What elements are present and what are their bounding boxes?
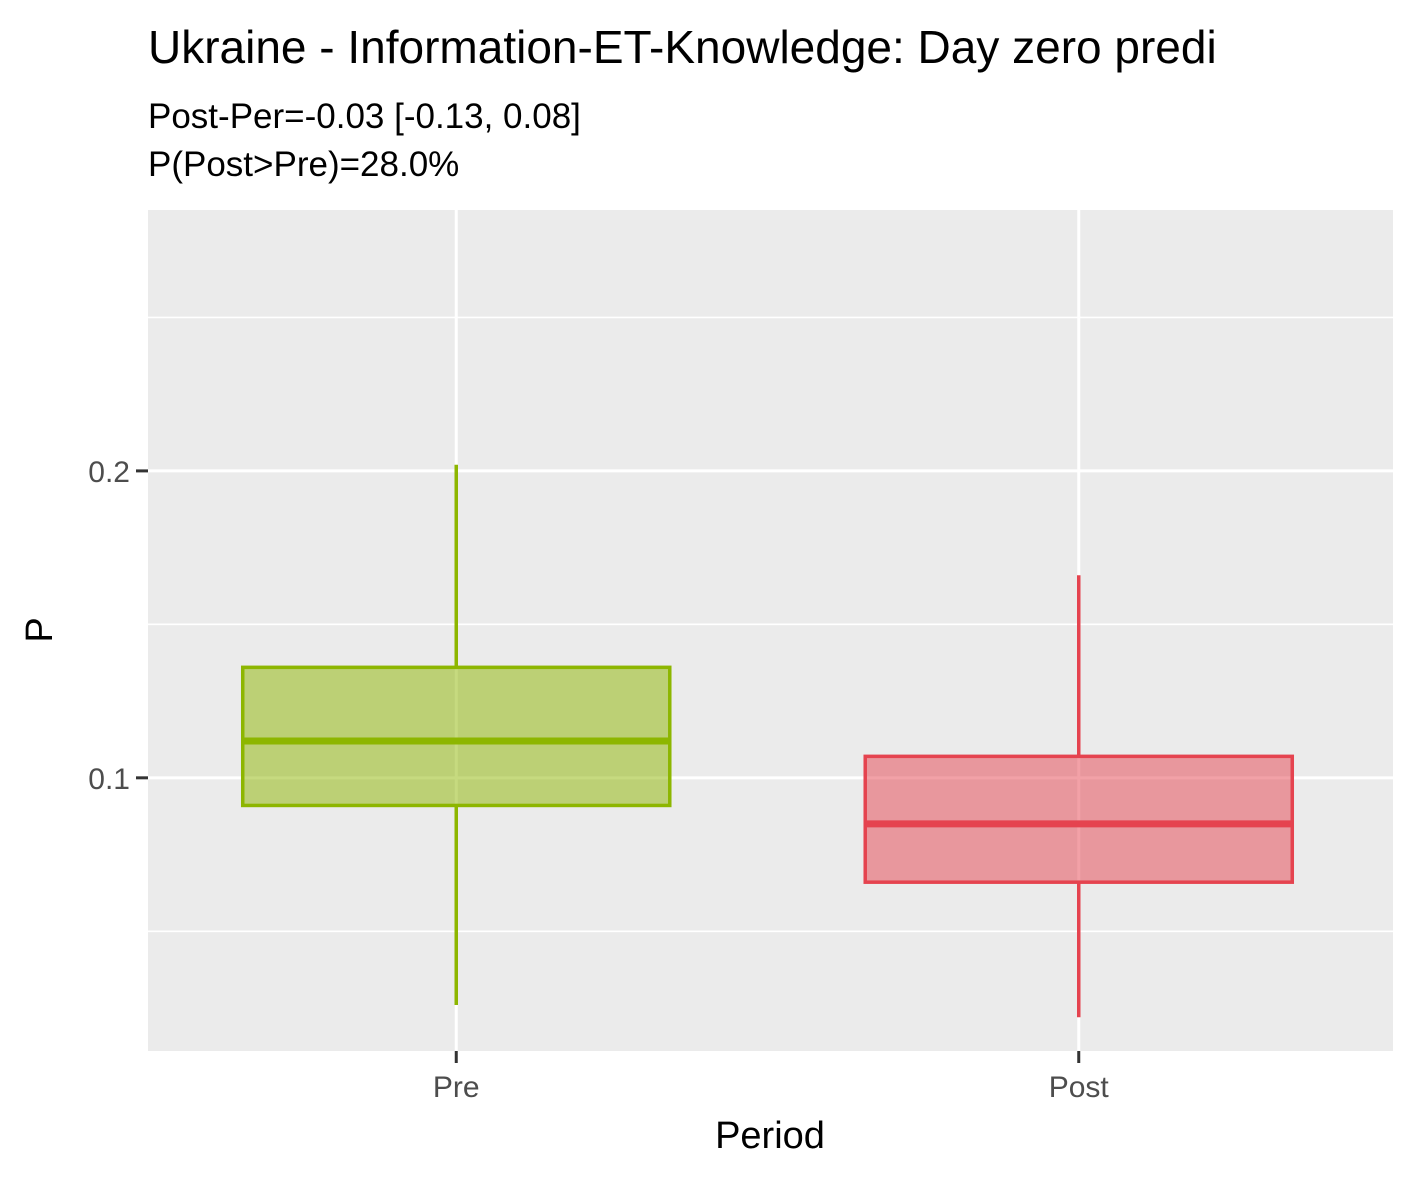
box-iqr (240, 665, 672, 808)
y-axis: 0.1 0.2 (88, 456, 148, 796)
chart-subtitle-line-2: P(Post>Pre)=28.0% (148, 145, 459, 184)
box-iqr (863, 754, 1295, 884)
x-axis-title: Period (715, 1115, 825, 1157)
y-tick-label: 0.2 (88, 456, 130, 489)
chart-subtitle-line-1: Post-Per=-0.03 [-0.13, 0.08] (148, 97, 581, 136)
y-tick-label: 0.1 (88, 763, 130, 796)
box-series (240, 464, 1295, 1018)
box-pre (240, 464, 672, 1005)
minor-gridlines (148, 316, 1393, 933)
x-tick-label: Post (1049, 1071, 1110, 1104)
box-post (863, 575, 1295, 1018)
plot-panel (148, 210, 1393, 1051)
chart-title: Ukraine - Information-ET-Knowledge: Day … (148, 21, 1217, 73)
x-axis: Pre Post (433, 1051, 1110, 1104)
y-axis-title: P (19, 617, 61, 642)
x-tick-label: Pre (433, 1071, 480, 1104)
